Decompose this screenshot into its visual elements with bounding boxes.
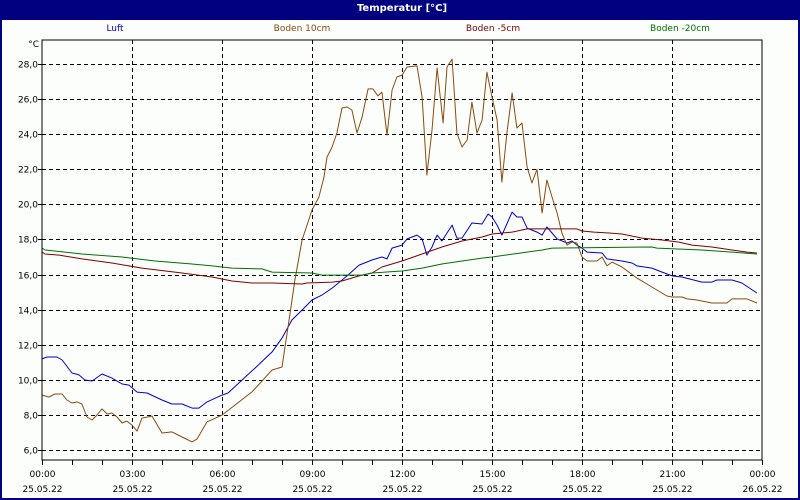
y-tick-label: 8,0: [24, 412, 39, 422]
legend-boden-10cm: Boden 10cm: [273, 24, 331, 34]
x-tick-time: 00:00: [750, 470, 776, 480]
x-tick-time: 21:00: [660, 470, 686, 480]
x-tick-time: 00:00: [30, 470, 56, 480]
x-tick-time: 09:00: [300, 470, 326, 480]
y-tick-label: 10,0: [18, 377, 38, 387]
y-tick-label: 6,0: [24, 447, 39, 457]
x-tick-date: 25.05.22: [382, 485, 422, 495]
data-series: [41, 58, 758, 443]
x-tick-date: 25.05.22: [22, 485, 62, 495]
legend-boden-minus5cm: Boden -5cm: [465, 24, 521, 34]
x-tick-date: 25.05.22: [652, 485, 692, 495]
y-tick-label: 22,0: [18, 166, 38, 176]
y-tick-label: 26,0: [18, 96, 38, 106]
grid-lines: [42, 40, 762, 460]
y-tick-label: 12,0: [18, 342, 38, 352]
series-line-boden-20cm: [41, 246, 757, 276]
x-tick-time: 03:00: [120, 470, 146, 480]
x-tick-date: 26.05.22: [742, 485, 782, 495]
x-tick-time: 18:00: [570, 470, 596, 480]
y-tick-label: 16,0: [18, 272, 38, 282]
y-tick-label: 20,0: [18, 201, 38, 211]
x-tick-date: 25.05.22: [202, 485, 242, 495]
y-axis-ticks: 6,0 8,0 10,0 12,0 14,0 16,0 18,0 20,0 22,0 24,0 26…: [18, 61, 42, 457]
y-tick-label: 18,0: [18, 236, 38, 246]
x-tick-date: 25.05.22: [292, 485, 332, 495]
y-tick-label: 28,0: [18, 61, 38, 71]
series-line-luft: [41, 211, 758, 409]
x-tick-time: 15:00: [480, 470, 506, 480]
chart-title: Temperatur [°C]: [2, 0, 800, 20]
x-tick-date: 25.05.22: [112, 485, 152, 495]
series-line-boden-10cm: [41, 58, 758, 443]
y-tick-label: 24,0: [18, 131, 38, 141]
legend-luft: Luft: [106, 24, 124, 34]
series-line-boden-5cm: [41, 228, 757, 285]
legend-boden-minus20cm: Boden -20cm: [650, 24, 710, 34]
y-axis-unit: °C: [28, 40, 39, 50]
x-tick-time: 06:00: [210, 470, 236, 480]
x-tick-time: 12:00: [390, 470, 416, 480]
x-axis-ticks: 00:00 25.05.22 03:00 25.05.22 06:00 25.05.22 0…: [22, 460, 783, 495]
x-tick-date: 25.05.22: [562, 485, 602, 495]
y-tick-label: 14,0: [18, 307, 38, 317]
x-tick-date: 25.05.22: [472, 485, 512, 495]
